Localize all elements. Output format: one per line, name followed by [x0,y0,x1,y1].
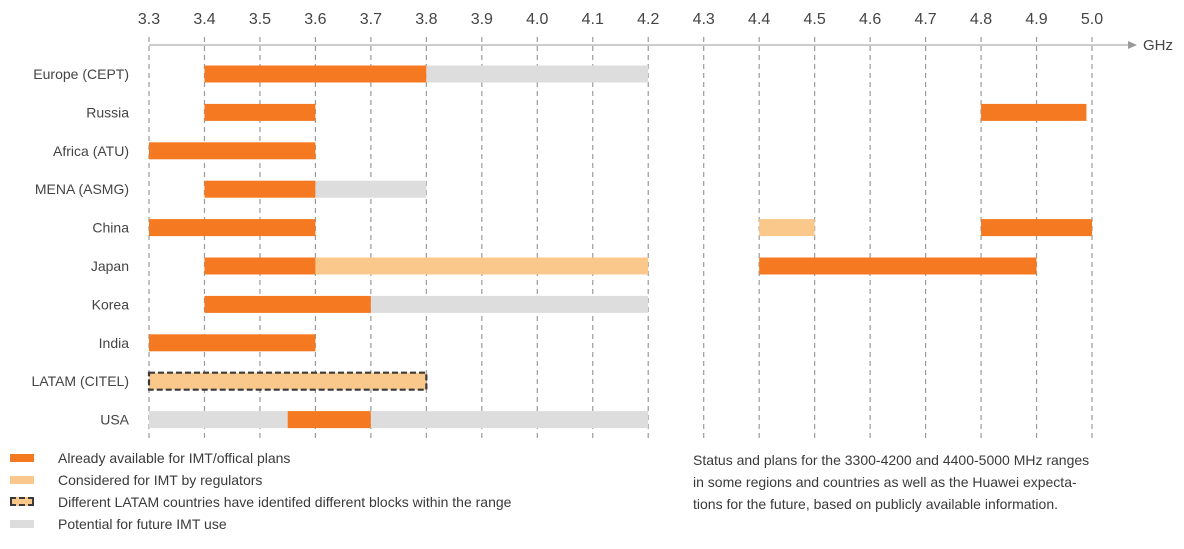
category-label: India [99,335,130,351]
legend-swatch-considered [10,476,34,484]
x-tick-label: 4.7 [914,11,936,28]
legend-swatch-dashed [10,497,34,506]
spectrum-chart: GHz 3.3 3.4 3.5 3.6 3.7 3.8 3.9 4.0 4.1 4.2 4.3 4.4 4… [32,11,1173,440]
x-tick-label: 3.7 [360,11,382,28]
category-label: China [92,220,129,236]
x-tick-label: 3.9 [471,11,493,28]
bar-segment-available [149,219,316,237]
x-tick-label: 4.0 [526,11,548,28]
category-labels: Europe (CEPT) Russia Africa (ATU) MENA (ASM… [32,66,130,428]
bar-segment-potential [426,65,649,83]
x-tick-label: 3.8 [415,11,437,28]
x-tick-label: 4.4 [748,11,770,28]
x-tick-label: 4.2 [637,11,659,28]
bar-segment-available [149,334,316,352]
bar-segment-potential [149,411,288,429]
bar-segment-considered [315,257,649,275]
x-axis: GHz 3.3 3.4 3.5 3.6 3.7 3.8 3.9 4.0 4.1 4.2 4.3 4.4 4… [138,11,1173,54]
bar-segment-available [204,257,316,275]
legend-swatch-potential [10,520,34,528]
x-axis-arrow [1128,41,1137,49]
category-label: Japan [91,258,129,274]
x-tick-label: 4.3 [693,11,715,28]
x-tick-label: 4.5 [804,11,826,28]
legend-label: Potential for future IMT use [58,516,227,532]
x-axis-unit: GHz [1143,37,1173,54]
bar-segment-available [759,257,1037,275]
bar-segment-potential [370,411,649,429]
category-label: USA [100,412,129,428]
grid-lines [148,37,1093,440]
x-tick-label: 3.6 [304,11,326,28]
bars [147,65,1092,429]
x-tick-label: 3.5 [249,11,271,28]
bar-segment-available [287,411,371,429]
bar-segment-available [204,65,427,83]
category-label: LATAM (CITEL) [32,373,130,389]
caption-line: Status and plans for the 3300-4200 and 4… [693,452,1090,468]
legend-label: Considered for IMT by regulators [58,472,263,488]
bar-segment-potential [370,295,649,313]
x-tick-label: 4.9 [1025,11,1047,28]
x-tick-label: 4.1 [582,11,604,28]
caption-line: tions for the future, based on publicly … [693,496,1058,512]
chart-caption: Status and plans for the 3300-4200 and 4… [693,449,1173,515]
caption-line: in some regions and countries as well as… [693,474,1077,490]
legend-label: Already available for IMT/offical plans [58,450,291,466]
bar-segment-available [204,295,371,313]
bar-segment-available [204,103,316,121]
x-tick-label: 4.6 [859,11,881,28]
bar-segment-considered [147,371,428,391]
bar-segment-available [204,180,316,198]
bar-segment-considered [759,219,815,237]
x-tick-label: 4.8 [970,11,992,28]
bar-segment-available [149,142,316,160]
x-tick-label: 3.4 [193,11,215,28]
category-label: MENA (ASMG) [35,181,129,197]
category-label: Africa (ATU) [53,143,129,159]
legend-swatch-available [10,454,34,462]
bar-segment-potential [315,180,427,198]
category-label: Russia [86,104,129,120]
category-label: Europe (CEPT) [33,66,129,82]
category-label: Korea [92,296,130,312]
x-tick-label: 5.0 [1081,11,1103,28]
x-tick-label: 3.3 [138,11,160,28]
bar-segment-available [981,219,1092,237]
bar-segment-available [981,103,1087,121]
legend-label: Different LATAM countries have identifed… [58,494,512,510]
